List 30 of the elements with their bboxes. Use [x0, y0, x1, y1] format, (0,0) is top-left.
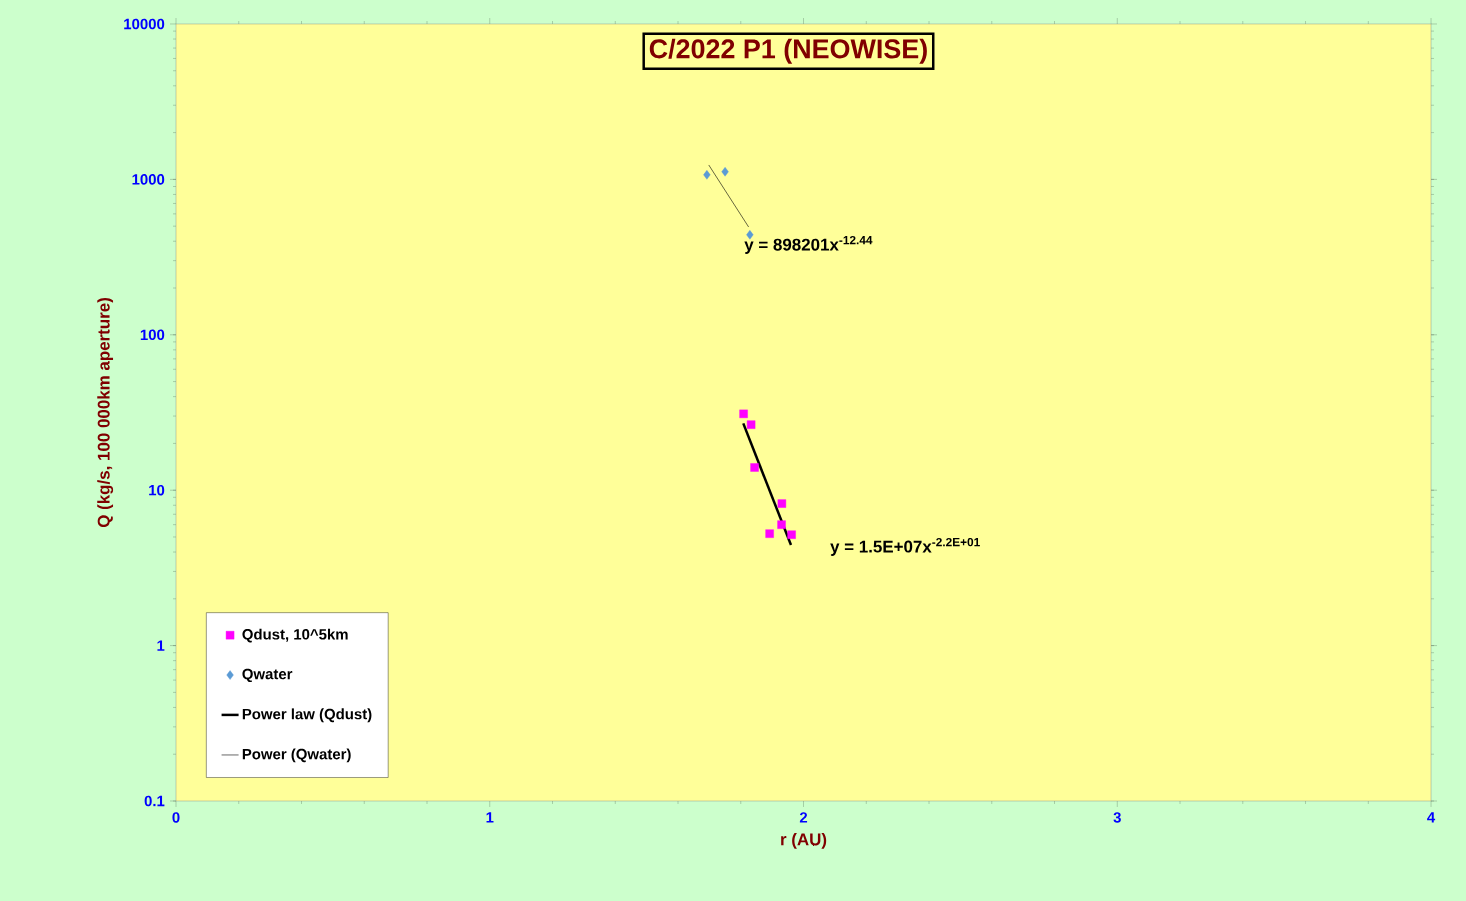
- y-tick-label: 10000: [124, 18, 165, 30]
- text: C/2022 P1 (NEOWISE): [649, 38, 927, 64]
- x-tick-label: 0: [172, 812, 180, 823]
- x-tick-label: 3: [1113, 812, 1121, 823]
- legend-label: Qdust, 10^5km: [242, 628, 348, 643]
- legend-label: Power law (Qdust): [242, 708, 372, 723]
- x-tick-label: 1: [486, 812, 494, 823]
- x-tick-label: 4: [1427, 812, 1436, 823]
- annotation: y = 898201x$^{-12.44}$: [744, 235, 873, 254]
- y-tick-label: 10: [149, 484, 165, 496]
- legend-label: Power (Qwater): [242, 748, 351, 763]
- y-tick-label: 0.1: [144, 795, 165, 807]
- legend-label: Qwater: [242, 668, 293, 683]
- y-tick-label: 100: [140, 329, 165, 341]
- point: [703, 170, 711, 180]
- point: [746, 420, 756, 429]
- y-axis-title: Q (kg/s, 100 000km aperture): [97, 298, 114, 528]
- point: [777, 499, 787, 508]
- y-tick-label: 1: [157, 640, 165, 651]
- y-tick-label: 1000: [132, 174, 165, 185]
- point: [746, 230, 754, 240]
- point: [739, 409, 748, 419]
- x-axis-title: r (AU): [781, 832, 827, 849]
- x-tick-label: 2: [799, 812, 808, 823]
- point: [721, 167, 729, 177]
- point: [787, 530, 796, 539]
- annotation: y = 1.5E+07x$^{-2.2E+01}$: [830, 537, 980, 556]
- point: [765, 529, 774, 538]
- point: [750, 463, 759, 472]
- point: [777, 520, 786, 529]
